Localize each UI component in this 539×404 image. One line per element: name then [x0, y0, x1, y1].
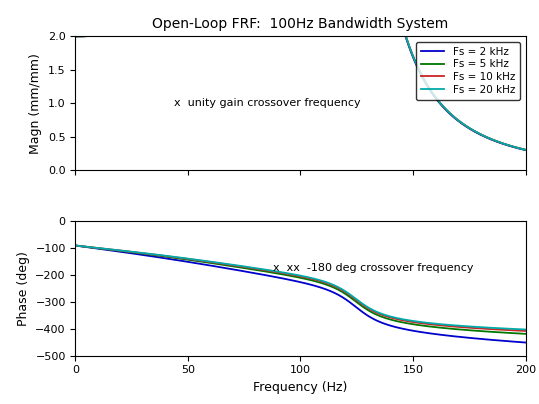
- Fs = 5 kHz: [399, 23, 406, 28]
- Fs = 2 kHz: [72, 34, 79, 39]
- Fs = 2 kHz: [399, 24, 406, 29]
- Fs = 20 kHz: [522, 147, 529, 152]
- Line: Fs = 5 kHz: Fs = 5 kHz: [75, 0, 526, 150]
- Fs = 10 kHz: [522, 147, 529, 152]
- Fs = 5 kHz: [72, 34, 79, 39]
- Legend: Fs = 2 kHz, Fs = 5 kHz, Fs = 10 kHz, Fs = 20 kHz: Fs = 2 kHz, Fs = 5 kHz, Fs = 10 kHz, Fs …: [416, 42, 520, 100]
- Fs = 5 kHz: [486, 136, 493, 141]
- Fs = 10 kHz: [486, 136, 493, 141]
- Fs = 2 kHz: [522, 148, 529, 153]
- Y-axis label: Phase (deg): Phase (deg): [17, 251, 30, 326]
- Fs = 10 kHz: [399, 23, 406, 28]
- Y-axis label: Magn (mm/mm): Magn (mm/mm): [30, 53, 43, 154]
- Fs = 20 kHz: [399, 23, 406, 28]
- Fs = 2 kHz: [509, 144, 515, 149]
- Text: x  unity gain crossover frequency: x unity gain crossover frequency: [175, 98, 361, 108]
- Title: Open-Loop FRF:  100Hz Bandwidth System: Open-Loop FRF: 100Hz Bandwidth System: [153, 17, 448, 31]
- Fs = 20 kHz: [72, 34, 79, 39]
- X-axis label: Frequency (Hz): Frequency (Hz): [253, 381, 348, 394]
- Fs = 5 kHz: [522, 147, 529, 152]
- Line: Fs = 20 kHz: Fs = 20 kHz: [75, 0, 526, 150]
- Line: Fs = 2 kHz: Fs = 2 kHz: [75, 0, 526, 150]
- Line: Fs = 10 kHz: Fs = 10 kHz: [75, 0, 526, 150]
- Fs = 2 kHz: [486, 137, 493, 141]
- Fs = 20 kHz: [486, 136, 493, 141]
- Fs = 10 kHz: [509, 144, 515, 149]
- Fs = 10 kHz: [72, 34, 79, 39]
- Text: x  xx  -180 deg crossover frequency: x xx -180 deg crossover frequency: [273, 263, 474, 273]
- Fs = 20 kHz: [509, 144, 515, 149]
- Fs = 5 kHz: [509, 144, 515, 149]
